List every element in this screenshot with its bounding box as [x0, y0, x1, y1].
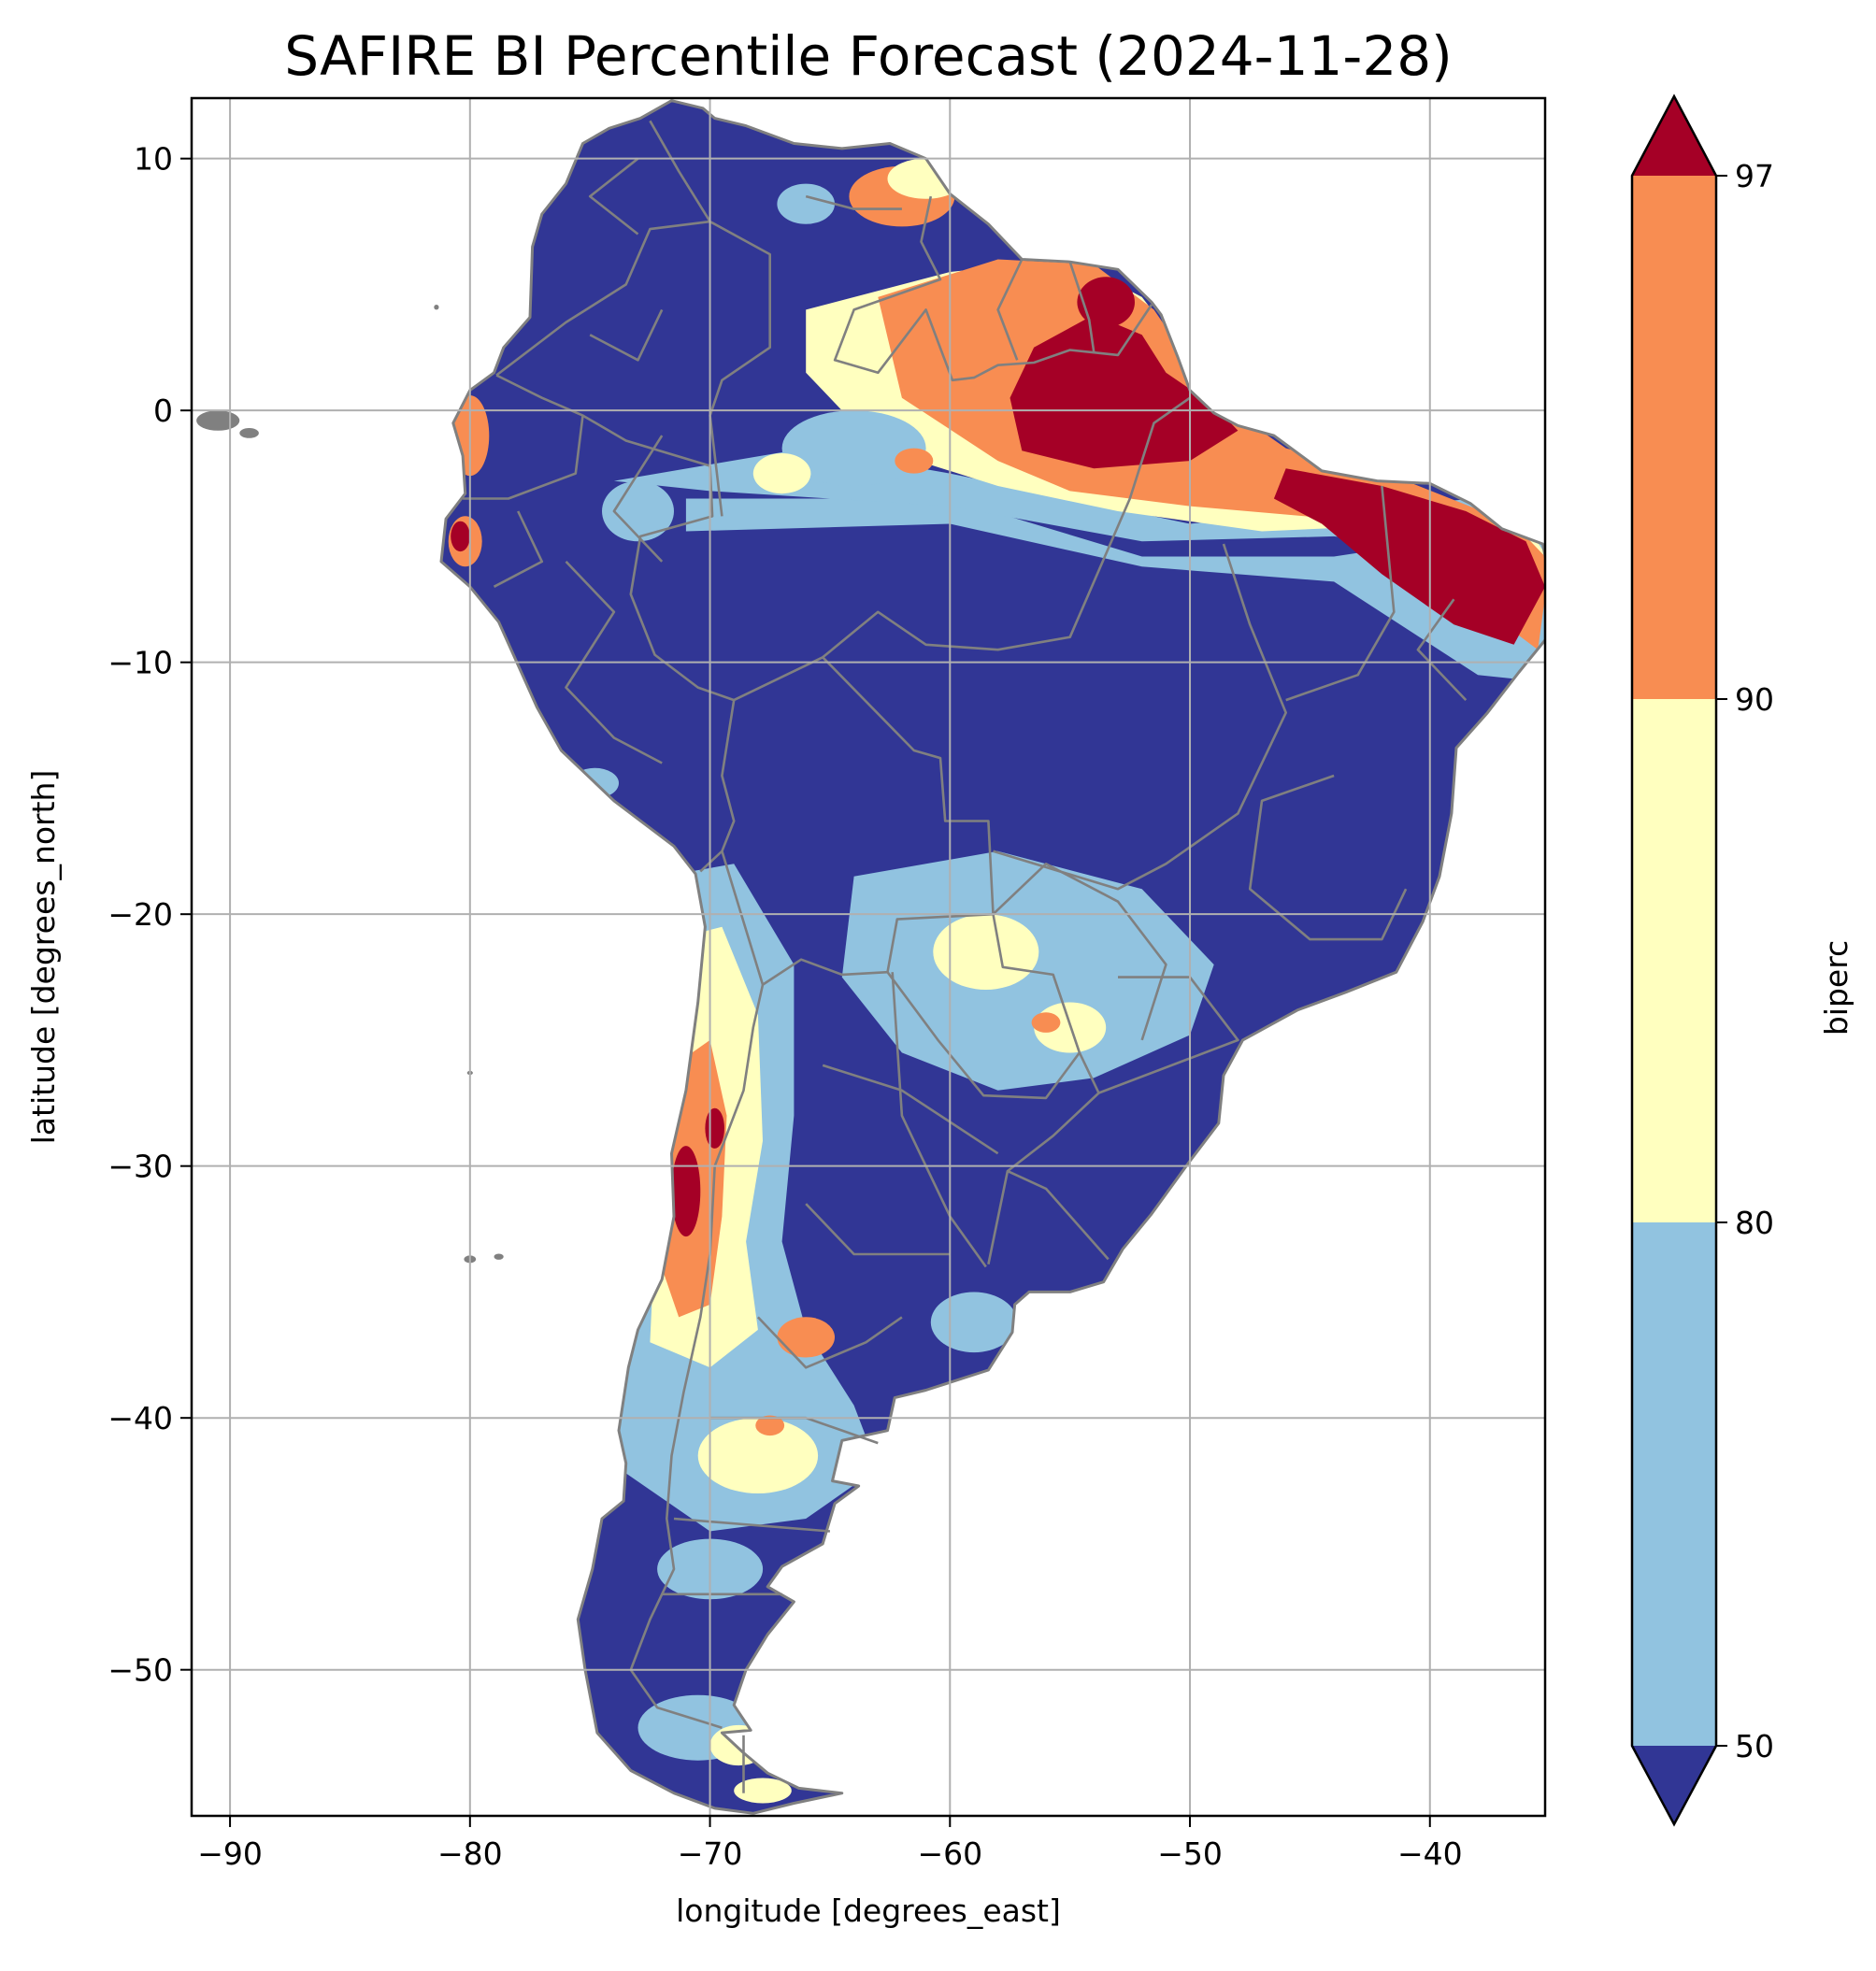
island: [494, 1253, 504, 1260]
border-line: [1098, 976, 1239, 1094]
gridlines: [192, 98, 1545, 1816]
y-tick-label: 0: [153, 393, 173, 429]
border-line: [1416, 598, 1468, 701]
x-tick-label: −80: [437, 1835, 503, 1872]
patch-80-90-beagle: [734, 1778, 792, 1804]
border-line: [1006, 1051, 1110, 1261]
border-line: [463, 374, 584, 500]
colorbar-label: biperc: [1818, 940, 1855, 1035]
x-axis-label: longitude [degrees_east]: [676, 1892, 1061, 1929]
colorbar-band-50-80: [1632, 1222, 1716, 1746]
border-line: [673, 1517, 831, 1533]
x-tick-label: −90: [197, 1835, 263, 1872]
patch-90-97-amazon: [895, 448, 934, 474]
x-tick-label: −70: [678, 1835, 743, 1872]
colorbar-tick-label: 50: [1735, 1728, 1774, 1764]
border-line: [1285, 485, 1396, 702]
border-line: [1068, 261, 1096, 353]
patch-above-97-amapa: [1010, 314, 1239, 469]
chart-title: SAFIRE BI Percentile Forecast (2024-11-2…: [284, 24, 1453, 88]
border-line: [565, 561, 663, 764]
island: [239, 428, 259, 438]
border-line: [588, 157, 639, 236]
patch-90-97-mendoza: [777, 1317, 835, 1358]
border-line: [996, 258, 1024, 361]
country-borders: [196, 99, 1545, 1815]
patch-above-97-chile: [671, 1146, 701, 1237]
patch-80-90-paraguay: [933, 914, 1039, 990]
colorbar-extend-top: [1632, 96, 1716, 176]
border-line: [629, 984, 765, 1729]
y-axis-ticks: 10 0 −10 −20 −30 −40 −50: [107, 141, 192, 1689]
patch-50-80-venezuela: [777, 183, 835, 224]
patch-80-90-patagonia: [697, 1418, 819, 1493]
patch-50-80-amazon: [781, 410, 926, 486]
colorbar-extend-bottom: [1632, 1746, 1716, 1824]
patch-90-97-patagonia: [755, 1415, 785, 1436]
colorbar-tick-label: 80: [1735, 1205, 1774, 1241]
border-line: [833, 195, 1153, 382]
y-tick-label: −10: [107, 645, 173, 681]
patch-80-90-amazon: [752, 453, 811, 494]
border-line: [987, 1170, 1010, 1265]
colorbar-tick-label: 97: [1735, 158, 1774, 194]
y-tick-label: −40: [107, 1400, 173, 1436]
patch-above-97-chile-north: [705, 1107, 724, 1149]
patch-above-97-northeast: [1273, 468, 1545, 645]
y-tick-label: −50: [107, 1652, 173, 1689]
border-line: [886, 913, 1081, 1100]
border-line: [822, 396, 1191, 659]
y-tick-label: −20: [107, 896, 173, 933]
x-axis-ticks: −90 −80 −70 −60 −50 −40: [197, 1816, 1463, 1872]
patch-above-97-peru-coast: [451, 521, 470, 552]
x-tick-label: −60: [917, 1835, 982, 1872]
border-line: [993, 543, 1287, 891]
border-line: [992, 862, 1167, 1041]
colorbar-tick-label: 90: [1735, 681, 1774, 718]
border-line: [822, 1064, 999, 1155]
y-tick-label: −30: [107, 1149, 173, 1185]
patch-50-80-peru: [602, 480, 674, 542]
patch-50-80-north: [685, 498, 1545, 683]
border-line: [495, 220, 710, 377]
border-line: [589, 308, 664, 362]
map-axes: −90 −80 −70 −60 −50 −40 10 0 −10 −20 −30 −40 −50: [107, 96, 1547, 1872]
border-line: [756, 1316, 903, 1369]
plot-frame: [190, 96, 1547, 1818]
colorbar-ticks: 50 80 90 97: [1716, 158, 1774, 1764]
border-line: [805, 194, 902, 210]
y-axis-label: latitude [degrees_north]: [25, 770, 62, 1145]
colorbar-band-80-90: [1632, 699, 1716, 1222]
border-line: [493, 510, 544, 588]
border-line: [805, 1203, 951, 1256]
patch-above-97-guiana: [1077, 277, 1135, 328]
coastline: [439, 99, 1545, 1815]
island: [196, 410, 240, 431]
island: [434, 305, 439, 310]
colorbar: 50 80 90 97 biperc: [1630, 93, 1855, 1827]
border-line: [612, 435, 664, 563]
patch-50-80-pampas: [930, 1292, 1018, 1353]
x-tick-label: −40: [1397, 1835, 1463, 1872]
y-tick-label: 10: [134, 141, 173, 178]
x-tick-label: −50: [1157, 1835, 1223, 1872]
colorbar-band-90-97: [1632, 176, 1716, 699]
patch-90-97-parana: [1031, 1012, 1061, 1033]
